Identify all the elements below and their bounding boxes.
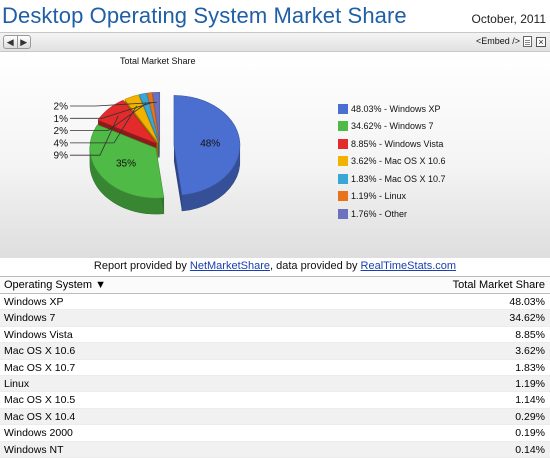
legend-label: 1.19% - Linux xyxy=(351,191,407,202)
legend-swatch xyxy=(338,191,348,202)
pie-percent-label: 4% xyxy=(54,138,69,149)
pie-percent-label: 48% xyxy=(200,139,220,150)
market-share-cell: 48.03% xyxy=(509,296,545,308)
legend-item: 34.62% - Windows 7 xyxy=(338,118,446,136)
legend-item: 3.62% - Mac OS X 10.6 xyxy=(338,153,446,171)
document-icon[interactable] xyxy=(523,36,532,47)
market-share-cell: 8.85% xyxy=(515,328,545,341)
pie-leader-line xyxy=(70,115,119,156)
report-date: October, 2011 xyxy=(471,12,547,26)
table-row[interactable]: Mac OS X 10.7 1.83% xyxy=(0,360,550,376)
realtimestats-link[interactable]: RealTimeStats.com xyxy=(360,260,457,272)
table-row[interactable]: Mac OS X 10.5 1.14% xyxy=(0,392,550,409)
legend-swatch xyxy=(338,156,348,167)
table-row[interactable]: Windows NT 0.14% xyxy=(0,441,550,458)
market-share-table: Operating System ▼ Total Market Share Wi… xyxy=(0,276,550,458)
legend-swatch xyxy=(338,138,348,149)
legend-label: 1.83% - Mac OS X 10.7 xyxy=(351,173,446,184)
os-name-cell: Mac OS X 10.6 xyxy=(4,345,76,358)
pie-percent-label: 9% xyxy=(54,151,69,162)
pie-percent-label: 2% xyxy=(54,102,69,113)
market-share-cell: 1.19% xyxy=(515,377,545,390)
netmarketshare-link[interactable]: NetMarketShare xyxy=(189,260,270,272)
legend-item: 48.03% - Windows XP xyxy=(338,100,446,118)
pie-slice xyxy=(173,95,241,212)
pie-leader-line xyxy=(70,102,152,119)
toolbar: ◀ ▶ <Embed /> × xyxy=(0,32,550,52)
table-row[interactable]: Mac OS X 10.6 3.62% xyxy=(0,343,550,360)
pie-leader-line xyxy=(70,103,147,131)
pie-percent-label: 1% xyxy=(54,114,69,125)
legend-item: 1.19% - Linux xyxy=(338,188,446,206)
col-header-os[interactable]: Operating System ▼ xyxy=(4,279,106,291)
os-name-cell: Windows NT xyxy=(4,443,64,456)
legend-swatch xyxy=(338,208,348,219)
legend-swatch xyxy=(338,103,348,114)
os-name-cell: Mac OS X 10.7 xyxy=(4,361,76,374)
pie-percent-label: 2% xyxy=(54,126,69,137)
report-prefix: Report provided by xyxy=(93,260,190,272)
col-header-share[interactable]: Total Market Share xyxy=(452,279,545,291)
legend-item: 1.83% - Mac OS X 10.7 xyxy=(338,170,446,188)
pie-percent-label: 35% xyxy=(116,159,136,170)
os-name-cell: Windows XP xyxy=(4,296,64,308)
legend-item: 1.76% - Other xyxy=(338,205,446,223)
pie-slice-top xyxy=(124,94,159,143)
market-share-cell: 1.14% xyxy=(515,394,545,407)
table-header: Operating System ▼ Total Market Share xyxy=(0,277,550,294)
nav-buttons: ◀ ▶ xyxy=(3,35,31,49)
os-name-cell: Windows 2000 xyxy=(4,427,73,440)
pie-slice-top xyxy=(152,91,161,143)
os-name-cell: Mac OS X 10.5 xyxy=(4,394,76,407)
chart-title: Total Market Share xyxy=(120,56,196,66)
legend-swatch xyxy=(338,173,348,184)
table-row[interactable]: Linux 1.19% xyxy=(0,375,550,393)
os-name-cell: Windows Vista xyxy=(4,328,73,341)
legend-label: 48.03% - Windows XP xyxy=(351,103,441,114)
pie-leader-line xyxy=(70,105,138,144)
back-arrow-icon[interactable]: ◀ xyxy=(6,37,14,47)
legend-label: 1.76% - Other xyxy=(351,208,408,219)
pie-slice-top xyxy=(173,95,241,196)
market-share-cell: 34.62% xyxy=(509,312,545,325)
os-name-cell: Linux xyxy=(4,377,30,390)
table-row[interactable]: Windows XP 48.03% xyxy=(0,294,550,311)
legend-label: 3.62% - Mac OS X 10.6 xyxy=(351,156,446,167)
pie-leader-line xyxy=(70,101,157,107)
chart-legend: 48.03% - Windows XP 34.62% - Windows 7 8.8… xyxy=(338,100,446,223)
pie-chart: 48%35%2%1%2%4%9% xyxy=(54,91,241,215)
pie-slice-top xyxy=(146,92,160,143)
pie-slice-top xyxy=(138,92,160,143)
market-share-cell: 3.62% xyxy=(515,345,545,358)
table-row[interactable]: Windows 7 34.62% xyxy=(0,310,550,327)
legend-item: 8.85% - Windows Vista xyxy=(338,135,446,153)
market-share-cell: 0.14% xyxy=(515,443,545,456)
col-header-os-label: Operating System xyxy=(4,279,93,291)
market-share-cell: 0.19% xyxy=(515,427,545,440)
os-name-cell: Windows 7 xyxy=(4,312,56,325)
legend-label: 34.62% - Windows 7 xyxy=(351,121,434,132)
pie-slice-edge xyxy=(173,145,182,212)
market-share-cell: 0.29% xyxy=(515,410,545,423)
table-body: Windows XP 48.03% Windows 7 34.62% Windows V… xyxy=(0,294,550,458)
sort-down-icon: ▼ xyxy=(95,279,106,291)
table-row[interactable]: Windows 2000 0.19% xyxy=(0,425,550,442)
header: Desktop Operating System Market Share Oc… xyxy=(0,0,550,32)
legend-label: 8.85% - Windows Vista xyxy=(351,138,444,149)
embed-button[interactable]: <Embed /> xyxy=(475,36,520,46)
os-name-cell: Mac OS X 10.4 xyxy=(4,410,76,423)
report-attribution: Report provided by NetMarketShare, data … xyxy=(0,260,550,272)
table-row[interactable]: Mac OS X 10.4 0.29% xyxy=(0,408,550,426)
market-share-cell: 1.83% xyxy=(515,361,545,374)
report-middle: , data provided by xyxy=(270,260,361,272)
chart-panel: Total Market Share 48% 35% 2% 1% 2% 4% 9% 48.0… xyxy=(0,52,550,258)
table-row[interactable]: Windows Vista 8.85% xyxy=(0,327,550,344)
close-icon[interactable]: × xyxy=(536,37,546,47)
page-title: Desktop Operating System Market Share xyxy=(2,3,407,28)
forward-arrow-icon[interactable]: ▶ xyxy=(16,36,31,48)
legend-swatch xyxy=(338,121,348,132)
